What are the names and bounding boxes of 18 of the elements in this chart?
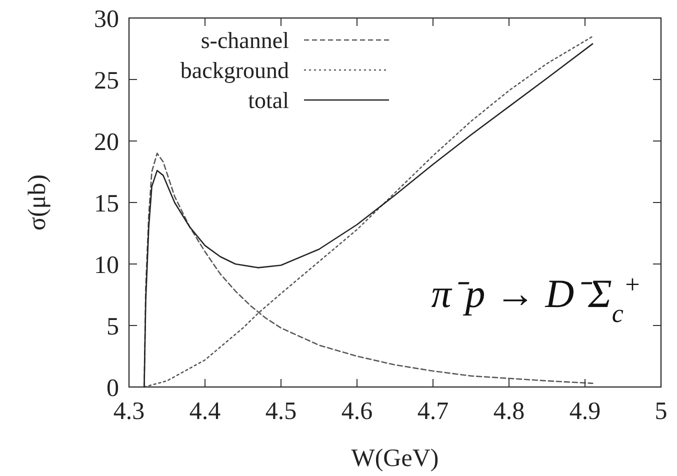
y-tick-label: 15 <box>94 190 119 218</box>
y-tick-label: 5 <box>106 313 119 340</box>
x-axis-title: W(GeV) <box>351 445 439 472</box>
legend-label: s-channel <box>200 28 289 54</box>
y-tick-label: 30 <box>94 6 119 33</box>
x-tick-label: 4.4 <box>189 398 222 425</box>
y-tick-label: 20 <box>94 128 119 156</box>
y-tick-label: 10 <box>94 252 119 279</box>
y-axis-title: σ(μb) <box>24 174 51 231</box>
legend-label: total <box>248 88 289 114</box>
x-tick-label: 4.8 <box>493 398 525 425</box>
x-tick-label: 4.7 <box>417 398 449 425</box>
x-tick-label: 5 <box>654 398 668 425</box>
x-tick-label: 4.9 <box>569 398 601 425</box>
legend-label: background <box>180 58 290 84</box>
y-tick-label: 25 <box>94 67 119 94</box>
x-tick-label: 4.6 <box>341 398 373 425</box>
x-tick-label: 4.5 <box>265 398 297 425</box>
